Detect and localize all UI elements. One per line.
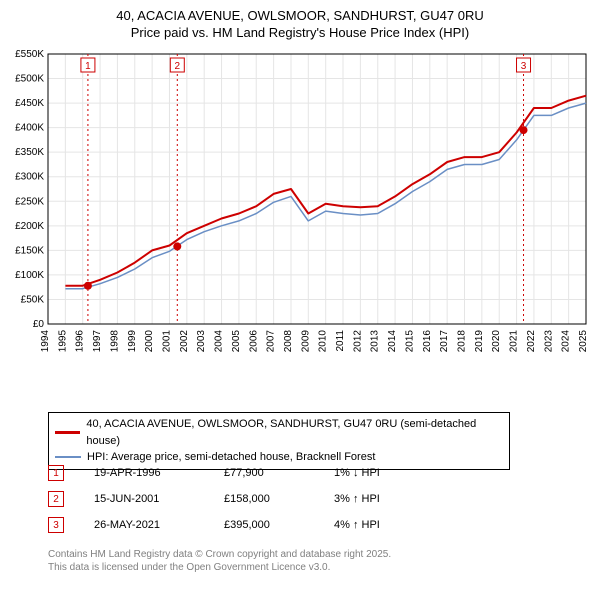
svg-text:£400K: £400K: [15, 123, 44, 134]
svg-text:£550K: £550K: [15, 49, 44, 60]
svg-text:2016: 2016: [422, 330, 433, 353]
svg-text:2015: 2015: [404, 330, 415, 353]
marker-row: 1 19-APR-1996 £77,900 1% ↓ HPI: [48, 460, 454, 486]
marker-delta: 4% ↑ HPI: [334, 519, 454, 531]
svg-text:£200K: £200K: [15, 221, 44, 232]
svg-text:1999: 1999: [127, 330, 138, 353]
marker-date: 19-APR-1996: [94, 467, 224, 479]
svg-text:2012: 2012: [352, 330, 363, 353]
legend-swatch-price-paid: [55, 431, 80, 434]
svg-text:2009: 2009: [300, 330, 311, 353]
title-line-1: 40, ACACIA AVENUE, OWLSMOOR, SANDHURST, …: [0, 8, 600, 25]
marker-date: 15-JUN-2001: [94, 493, 224, 505]
marker-badge: 3: [48, 517, 64, 533]
svg-text:2011: 2011: [335, 330, 346, 352]
svg-text:2005: 2005: [231, 330, 242, 353]
svg-text:1994: 1994: [40, 330, 51, 353]
svg-text:2024: 2024: [561, 330, 572, 353]
footnote-line-2: This data is licensed under the Open Gov…: [48, 561, 391, 574]
svg-text:2019: 2019: [474, 330, 485, 353]
marker-date: 26-MAY-2021: [94, 519, 224, 531]
legend-swatch-hpi: [55, 456, 81, 458]
svg-text:2025: 2025: [578, 330, 589, 353]
svg-text:£450K: £450K: [15, 98, 44, 109]
svg-text:2018: 2018: [457, 330, 468, 353]
svg-text:2014: 2014: [387, 330, 398, 353]
line-chart: £0£50K£100K£150K£200K£250K£300K£350K£400…: [48, 48, 588, 368]
chart-svg: £0£50K£100K£150K£200K£250K£300K£350K£400…: [48, 48, 588, 368]
marker-price: £77,900: [224, 467, 334, 479]
svg-text:£300K: £300K: [15, 172, 44, 183]
legend-label: 40, ACACIA AVENUE, OWLSMOOR, SANDHURST, …: [86, 416, 503, 449]
svg-text:2001: 2001: [161, 330, 172, 353]
svg-text:2013: 2013: [370, 330, 381, 353]
svg-text:2008: 2008: [283, 330, 294, 353]
svg-text:1996: 1996: [75, 330, 86, 353]
marker-delta: 1% ↓ HPI: [334, 467, 454, 479]
svg-text:1997: 1997: [92, 330, 103, 353]
svg-text:2007: 2007: [266, 330, 277, 353]
svg-text:£250K: £250K: [15, 196, 44, 207]
svg-text:2006: 2006: [248, 330, 259, 353]
chart-title: 40, ACACIA AVENUE, OWLSMOOR, SANDHURST, …: [0, 0, 600, 42]
title-line-2: Price paid vs. HM Land Registry's House …: [0, 25, 600, 42]
svg-text:3: 3: [521, 61, 527, 72]
svg-text:£500K: £500K: [15, 74, 44, 85]
svg-text:2022: 2022: [526, 330, 537, 353]
svg-text:2021: 2021: [509, 330, 520, 353]
marker-price: £395,000: [224, 519, 334, 531]
svg-text:£100K: £100K: [15, 270, 44, 281]
svg-text:2: 2: [175, 61, 181, 72]
footnote: Contains HM Land Registry data © Crown c…: [48, 548, 391, 574]
svg-text:£150K: £150K: [15, 245, 44, 256]
svg-text:2023: 2023: [543, 330, 554, 353]
svg-text:£0: £0: [33, 319, 45, 330]
svg-text:1: 1: [85, 61, 91, 72]
marker-badge: 2: [48, 491, 64, 507]
svg-text:2004: 2004: [214, 330, 225, 353]
marker-row: 3 26-MAY-2021 £395,000 4% ↑ HPI: [48, 512, 454, 538]
marker-price: £158,000: [224, 493, 334, 505]
marker-row: 2 15-JUN-2001 £158,000 3% ↑ HPI: [48, 486, 454, 512]
marker-delta: 3% ↑ HPI: [334, 493, 454, 505]
svg-text:1995: 1995: [57, 330, 68, 353]
marker-table: 1 19-APR-1996 £77,900 1% ↓ HPI 2 15-JUN-…: [48, 460, 454, 538]
svg-text:2003: 2003: [196, 330, 207, 353]
marker-badge: 1: [48, 465, 64, 481]
svg-text:2010: 2010: [318, 330, 329, 353]
svg-text:£350K: £350K: [15, 147, 44, 158]
footnote-line-1: Contains HM Land Registry data © Crown c…: [48, 548, 391, 561]
svg-text:1998: 1998: [109, 330, 120, 353]
svg-text:2017: 2017: [439, 330, 450, 353]
legend-row-price-paid: 40, ACACIA AVENUE, OWLSMOOR, SANDHURST, …: [55, 416, 503, 449]
svg-text:2020: 2020: [491, 330, 502, 353]
svg-text:2000: 2000: [144, 330, 155, 353]
svg-text:2002: 2002: [179, 330, 190, 353]
svg-text:£50K: £50K: [21, 294, 45, 305]
